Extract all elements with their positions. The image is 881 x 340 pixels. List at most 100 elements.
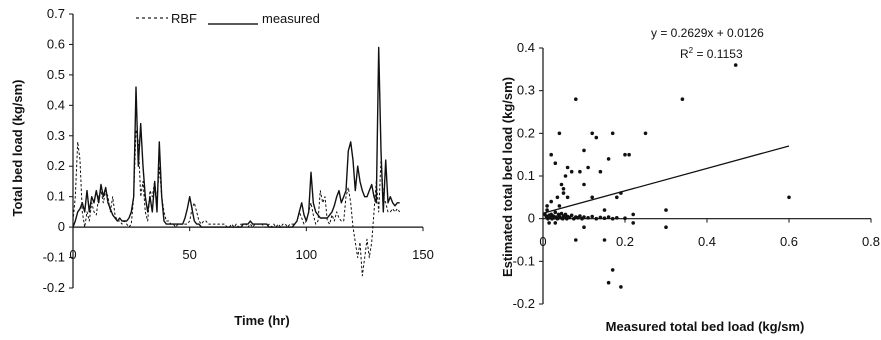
line-chart-xlabel: Time (hr) bbox=[234, 313, 289, 328]
scatter-chart-points bbox=[543, 63, 791, 289]
scatter-point bbox=[557, 204, 562, 208]
scatter-point bbox=[549, 199, 553, 204]
scatter-point bbox=[602, 238, 607, 242]
scatter-point bbox=[574, 238, 578, 242]
scatter-point bbox=[565, 195, 570, 200]
scatter-point bbox=[615, 216, 619, 220]
scatter-point bbox=[559, 182, 564, 187]
line-chart-ytick-label: -0.1 bbox=[43, 250, 65, 265]
scatter-point bbox=[590, 131, 594, 136]
scatter-point bbox=[594, 216, 599, 221]
scatter-point bbox=[553, 221, 558, 225]
scatter-point bbox=[545, 208, 549, 212]
scatter-point bbox=[602, 208, 607, 212]
scatter-point bbox=[664, 208, 668, 212]
scatter-point bbox=[606, 280, 611, 285]
line-chart-xtick-label: 150 bbox=[412, 247, 434, 262]
scatter-point bbox=[547, 221, 551, 225]
scatter-chart-xtick-label: 0.4 bbox=[698, 234, 716, 249]
scatter-point bbox=[602, 216, 607, 220]
scatter-chart-ylabel: Estimated total bed load (kg/sm) bbox=[500, 77, 515, 277]
scatter-chart-ytick-label: 0.2 bbox=[517, 125, 535, 140]
trendline-equation: y = 0.2629x + 0.0126 bbox=[651, 26, 764, 40]
line-chart-series bbox=[72, 46, 401, 277]
line-chart-ytick-label: 0.4 bbox=[47, 97, 65, 112]
scatter-point bbox=[563, 174, 568, 178]
scatter-point bbox=[553, 161, 558, 165]
scatter-point bbox=[594, 135, 599, 140]
scatter-point bbox=[582, 148, 586, 153]
scatter-point bbox=[615, 195, 619, 200]
scatter-chart-xtick-label: 0 bbox=[539, 234, 546, 249]
scatter-point bbox=[619, 285, 623, 289]
scatter-point bbox=[643, 131, 648, 136]
line-chart-ytick-label: -0.2 bbox=[43, 280, 65, 295]
scatter-chart-xtick-label: 0.8 bbox=[862, 234, 880, 249]
scatter-chart-ytick-label: 0.1 bbox=[517, 168, 535, 183]
line-chart-xtick-label: 50 bbox=[182, 247, 196, 262]
trendline bbox=[542, 145, 790, 214]
scatter-chart-ytick-label: 0.3 bbox=[517, 83, 535, 98]
line-chart-axes: -0.2 -0.1 0 0.1 0.2 0.3 0.4 0.5 0.6 0.7 0 50 100 150 bbox=[43, 6, 434, 295]
scatter-chart-ytick-label: 0 bbox=[528, 211, 535, 226]
scatter-point bbox=[787, 195, 791, 200]
scatter-chart: -0.2 -0.1 0 0.1 0.2 0.3 0.4 0 0.2 0.4 0.6 0.8 y = 0… bbox=[500, 26, 880, 334]
scatter-chart-xtick-label: 0.6 bbox=[780, 234, 798, 249]
scatter-point bbox=[606, 157, 611, 161]
scatter-point bbox=[586, 216, 590, 220]
scatter-point bbox=[623, 216, 627, 220]
scatter-point bbox=[555, 195, 560, 200]
scatter-point bbox=[610, 131, 615, 136]
scatter-chart-ytick-label: -0.1 bbox=[513, 253, 535, 268]
r-squared-letter: R bbox=[680, 47, 689, 61]
scatter-point bbox=[598, 169, 603, 174]
line-chart-ytick-label: 0.6 bbox=[47, 36, 65, 51]
scatter-point bbox=[610, 216, 615, 221]
line-chart: -0.2-0.100.10.20.30.40.50.60.70 50 100 150 … bbox=[10, 6, 434, 328]
scatter-point bbox=[631, 221, 635, 225]
line-chart-ylabel: Total bed load (kg/sm) bbox=[10, 80, 25, 217]
scatter-point bbox=[569, 169, 574, 174]
line-chart-xtick-label: 100 bbox=[295, 247, 317, 262]
scatter-point bbox=[559, 211, 564, 216]
scatter-chart-ytick-label: 0.4 bbox=[517, 40, 535, 55]
line-chart-ytick-label: 0.1 bbox=[47, 189, 65, 204]
scatter-point bbox=[733, 63, 738, 67]
scatter-point bbox=[561, 187, 566, 191]
scatter-chart-axes: -0.2 -0.1 0 0.1 0.2 0.3 0.4 0 0.2 0.4 0.6 0.8 bbox=[513, 40, 880, 311]
scatter-point bbox=[578, 214, 582, 218]
scatter-point bbox=[623, 152, 627, 157]
scatter-point bbox=[590, 214, 594, 219]
scatter-point bbox=[590, 195, 594, 200]
scatter-point bbox=[664, 225, 668, 229]
scatter-chart-xtick-label: 0.2 bbox=[616, 234, 634, 249]
scatter-point bbox=[578, 169, 582, 174]
scatter-point bbox=[574, 97, 578, 101]
r-squared-value: = 0.1153 bbox=[693, 47, 743, 61]
scatter-point bbox=[582, 225, 586, 229]
scatter-point bbox=[549, 152, 553, 157]
line-chart-ytick-label: 0.3 bbox=[47, 128, 65, 143]
scatter-point bbox=[553, 210, 558, 215]
legend-rbf-label: RBF bbox=[171, 11, 197, 26]
legend-measured-label: measured bbox=[262, 11, 320, 26]
scatter-point bbox=[680, 97, 685, 101]
scatter-point bbox=[582, 182, 586, 187]
line-series-rbf bbox=[72, 129, 401, 277]
scatter-point bbox=[569, 213, 574, 218]
scatter-chart-trendline bbox=[542, 145, 790, 214]
scatter-point bbox=[557, 131, 562, 136]
line-chart-legend: RBF measured bbox=[136, 11, 320, 26]
line-chart-ytick-label: 0.7 bbox=[47, 6, 65, 21]
scatter-point bbox=[545, 204, 549, 208]
r-squared-superscript: 2 bbox=[689, 46, 694, 55]
scatter-point bbox=[606, 215, 611, 219]
r-squared-label: R2 = 0.1153 bbox=[680, 46, 743, 61]
scatter-point bbox=[598, 215, 603, 220]
scatter-chart-ytick-label: -0.2 bbox=[513, 296, 535, 311]
scatter-point bbox=[631, 212, 635, 217]
line-chart-xtick-label: 0 bbox=[69, 247, 76, 262]
line-chart-ytick-label: 0 bbox=[58, 219, 65, 234]
scatter-point bbox=[610, 268, 615, 272]
